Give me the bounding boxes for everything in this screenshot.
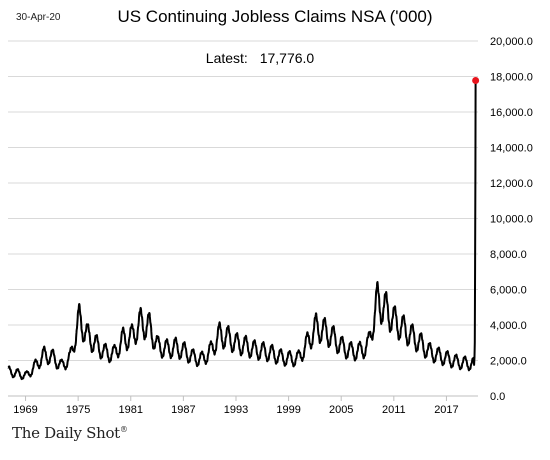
x-tick-label-1981: 1981 (119, 404, 143, 416)
y-tick-label-0: 0.0 (490, 391, 505, 403)
x-axis-ticks: 1969 1975 1981 1987 1993 1999 2005 2011 2017 (13, 396, 459, 416)
latest-label: Latest: (205, 50, 248, 66)
brand-text: The Daily Shot (12, 424, 120, 442)
latest-point-marker (472, 76, 480, 84)
y-tick-label-6000: 6,000.0 (490, 285, 527, 297)
y-axis-ticks: 0.0 2,000.0 4,000.0 6,000.0 8,000.0 10,000.0 1… (490, 36, 533, 403)
y-tick-label-2000: 2,000.0 (490, 356, 527, 368)
x-tick-label-1975: 1975 (66, 404, 90, 416)
x-tick-label-1969: 1969 (13, 404, 37, 416)
y-tick-label-4000: 4,000.0 (490, 320, 527, 332)
brand-mark: ® (119, 425, 128, 434)
series-line-continuing-claims (7, 80, 477, 381)
latest-value: 17,776.0 (259, 50, 315, 66)
y-tick-label-8000: 8,000.0 (490, 249, 527, 261)
x-tick-label-1999: 1999 (276, 404, 300, 416)
y-tick-label-14000: 14,000.0 (490, 143, 533, 155)
y-tick-label-18000: 18,000.0 (490, 72, 533, 84)
y-tick-label-12000: 12,000.0 (490, 178, 533, 190)
x-tick-label-1993: 1993 (224, 404, 248, 416)
y-tick-label-20000: 20,000.0 (490, 36, 533, 48)
y-tick-label-16000: 16,000.0 (490, 107, 533, 119)
x-tick-label-2017: 2017 (434, 404, 458, 416)
report-date: 30-Apr-20 (16, 12, 61, 23)
y-tick-label-10000: 10,000.0 (490, 214, 533, 226)
latest-value-box: Latest: 17,776.0 (160, 50, 360, 66)
chart-title: US Continuing Jobless Claims NSA ('000) (117, 7, 433, 26)
x-tick-label-2005: 2005 (329, 404, 353, 416)
x-tick-label-1987: 1987 (171, 404, 195, 416)
x-tick-label-2011: 2011 (382, 404, 406, 416)
brand-logo: The Daily Shot® (12, 424, 128, 442)
